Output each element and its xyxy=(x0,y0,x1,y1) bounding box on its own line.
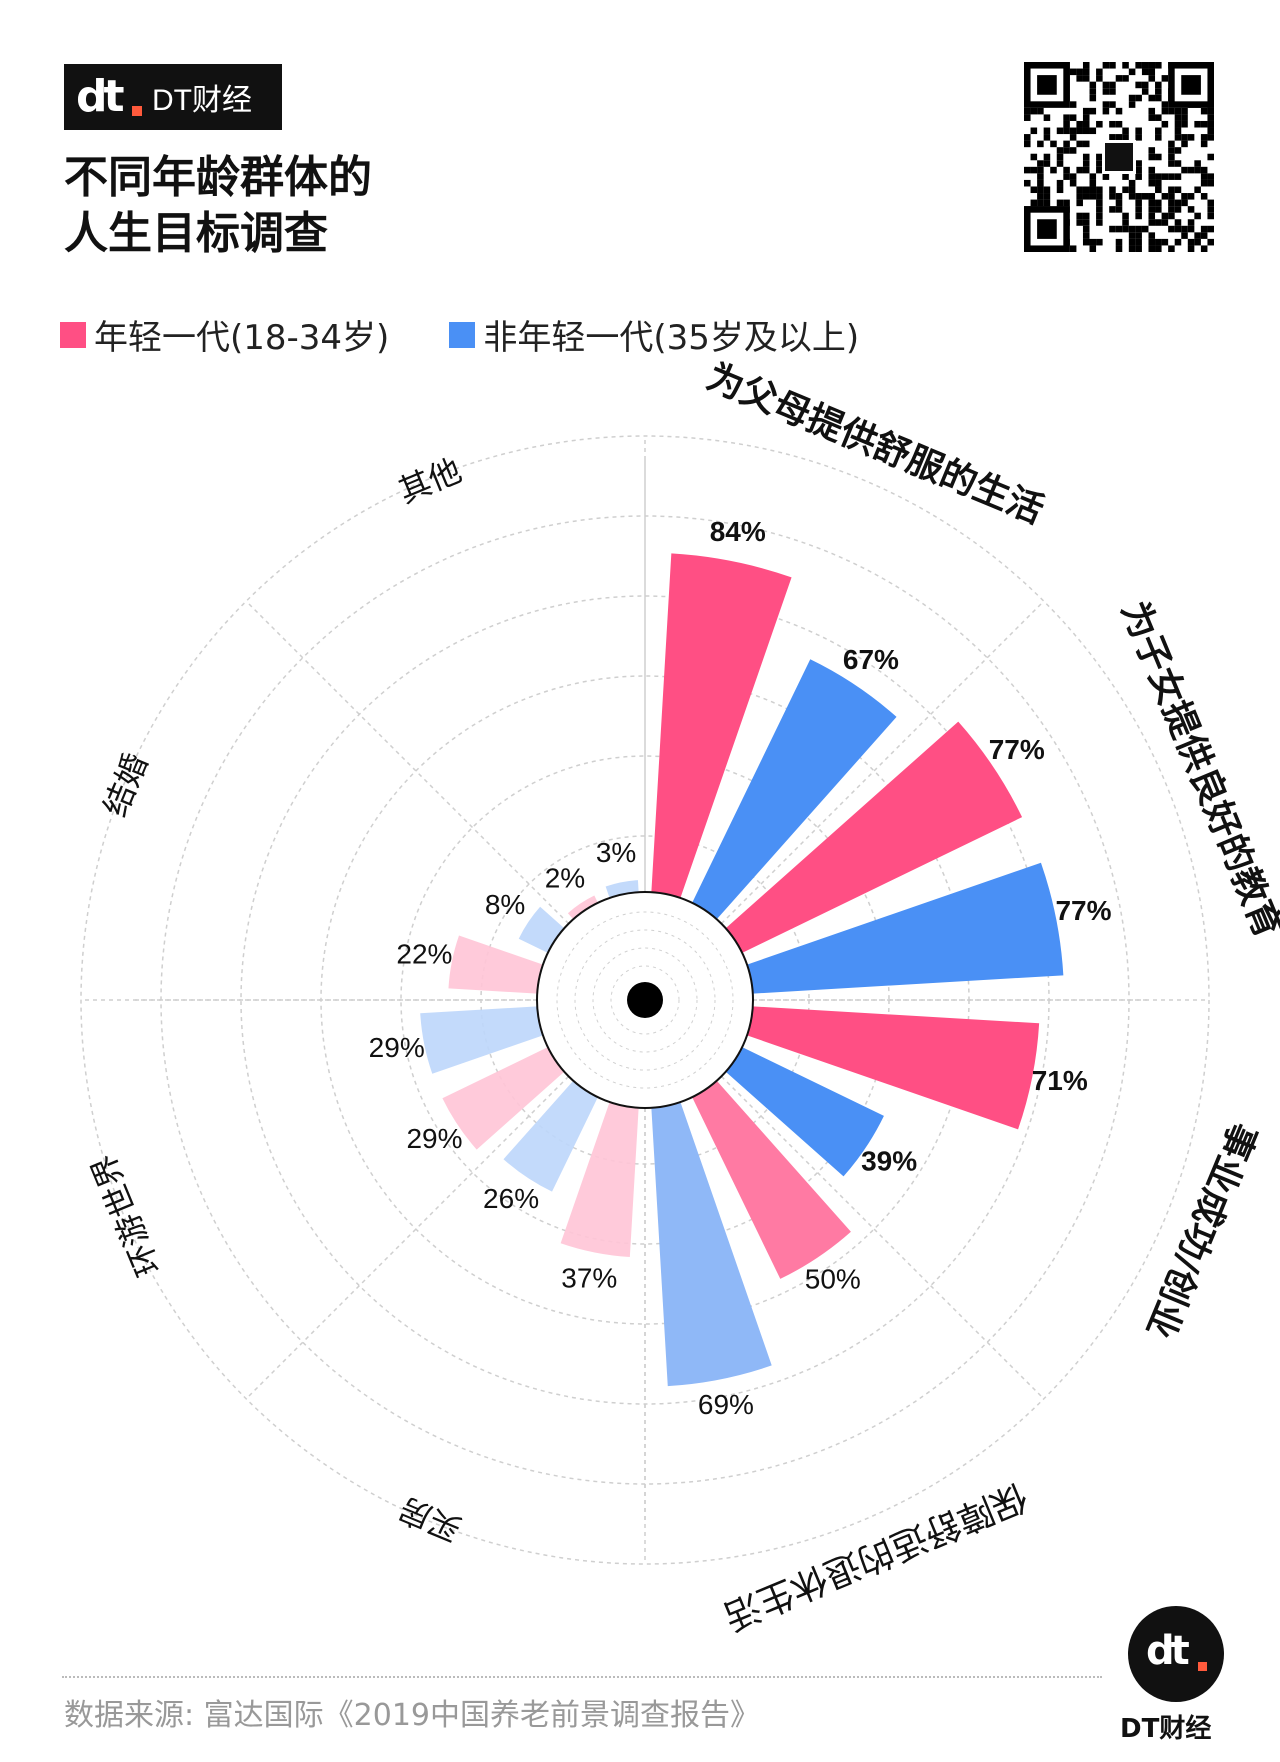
bar-young xyxy=(560,1102,639,1258)
title-line-2: 人生目标调查 xyxy=(64,208,328,259)
bar-young xyxy=(448,935,543,994)
title-line-1: 不同年龄群体的 xyxy=(64,152,372,203)
bar-young xyxy=(442,1047,565,1150)
data-label: 71% xyxy=(1032,1065,1088,1096)
grid-spoke xyxy=(245,1075,570,1400)
qr-code-icon xyxy=(1024,62,1214,252)
chart-title: 不同年龄群体的 人生目标调查 xyxy=(64,150,372,262)
data-label: 29% xyxy=(406,1123,462,1154)
category-label: 环游世界 xyxy=(84,1149,168,1282)
data-label: 29% xyxy=(369,1032,425,1063)
data-label: 26% xyxy=(483,1183,539,1214)
bar-young xyxy=(651,553,792,898)
data-label: 8% xyxy=(485,889,525,920)
data-label: 3% xyxy=(596,837,636,868)
grid-spoke xyxy=(720,600,1045,925)
data-label: 69% xyxy=(698,1389,754,1420)
dt-badge-icon: dt xyxy=(1128,1606,1224,1702)
bar-older xyxy=(651,1102,772,1387)
data-label: 77% xyxy=(1055,895,1111,926)
category-label: 为子女提供良好的教育 xyxy=(1113,596,1280,944)
category-label: 其他 xyxy=(393,451,467,511)
category-label: 买房 xyxy=(393,1489,467,1549)
brand-name: DT财经 xyxy=(152,84,252,117)
hub-ring xyxy=(592,947,698,1053)
center-dot xyxy=(627,982,663,1018)
data-label: 37% xyxy=(561,1262,617,1293)
legend-label-young: 年轻一代(18-34岁) xyxy=(94,318,390,358)
data-label: 2% xyxy=(545,863,585,894)
legend-swatch-older xyxy=(449,321,476,348)
data-label: 84% xyxy=(710,516,766,547)
grid-spoke xyxy=(245,600,570,925)
data-label: 22% xyxy=(396,939,452,970)
data-label: 77% xyxy=(989,734,1045,765)
bar-older xyxy=(725,1047,884,1177)
bar-young xyxy=(692,1080,851,1279)
bar-older xyxy=(605,880,639,898)
legend: 年轻一代(18-34岁) 非年轻一代(35岁及以上) xyxy=(60,310,919,359)
category-label: 事业成功/创业 xyxy=(1138,1116,1264,1343)
hub-ring xyxy=(610,965,680,1035)
legend-label-older: 非年轻一代(35岁及以上) xyxy=(483,318,860,358)
legend-item-older: 非年轻一代(35岁及以上) xyxy=(449,310,859,359)
data-source: 数据来源: 富达国际《2019中国养老前景调查报告》 xyxy=(64,1698,760,1733)
legend-item-young: 年轻一代(18-34岁) xyxy=(60,310,389,359)
category-label: 为父母提供舒服的生活 xyxy=(701,356,1049,532)
bar-older xyxy=(747,862,1064,994)
dt-logo-icon: dt xyxy=(76,72,148,122)
category-label: 保障舒适的退休生活 xyxy=(718,1475,1033,1637)
hub-ring xyxy=(556,911,734,1089)
bar-young xyxy=(725,721,1023,953)
bar-young xyxy=(747,1006,1040,1130)
bar-older xyxy=(518,906,565,953)
bar-young xyxy=(567,895,598,920)
bar-older xyxy=(503,1080,598,1192)
grid-spoke xyxy=(720,1075,1045,1400)
data-label: 50% xyxy=(805,1263,861,1294)
legend-swatch-young xyxy=(60,321,86,348)
category-label: 结婚 xyxy=(96,748,156,822)
data-label: 39% xyxy=(861,1145,917,1176)
badge-name: DT财经 xyxy=(1120,1714,1212,1744)
bar-older xyxy=(692,659,897,920)
hub-ring xyxy=(574,929,716,1071)
data-label: 67% xyxy=(843,644,899,675)
footer-divider xyxy=(62,1676,1102,1678)
grid-ring xyxy=(80,435,1210,1565)
brand-logo: dt DT财经 xyxy=(64,64,282,130)
bar-older xyxy=(420,1006,543,1074)
